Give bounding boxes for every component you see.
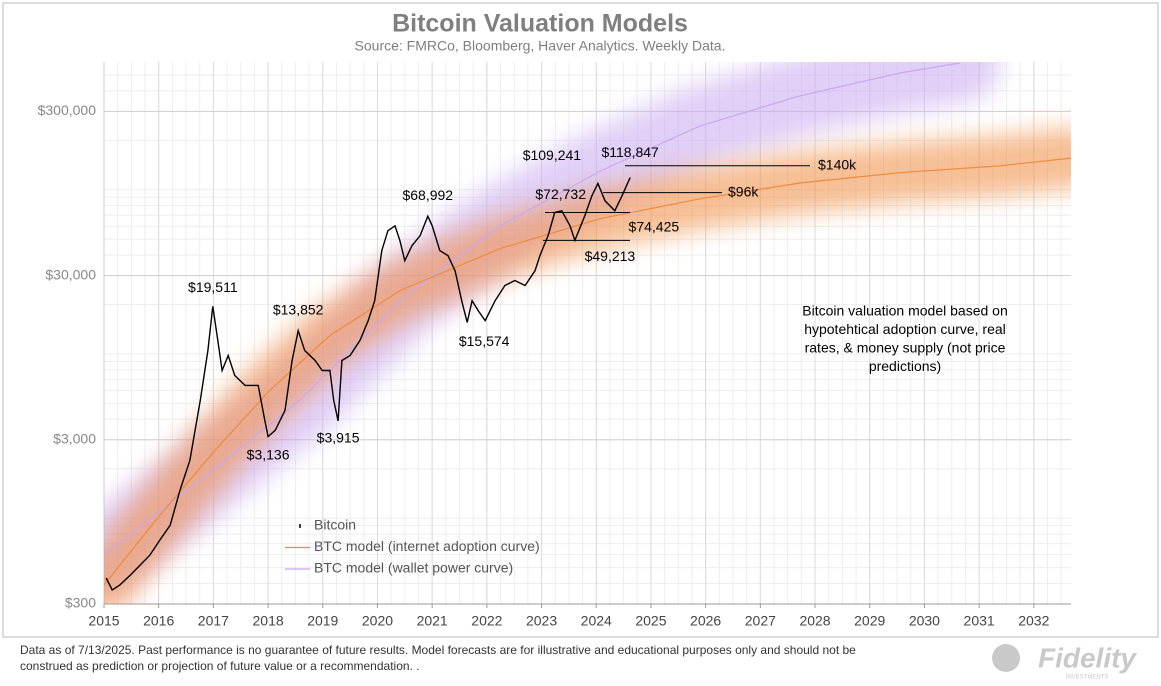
x-tick-label: 2027 bbox=[745, 613, 776, 629]
x-tick-label: 2021 bbox=[417, 613, 448, 629]
value-label: $68,992 bbox=[402, 187, 453, 203]
x-tick-label: 2015 bbox=[88, 613, 119, 629]
logo-mark bbox=[992, 644, 1020, 672]
x-tick-label: 2032 bbox=[1018, 613, 1049, 629]
value-label: $15,574 bbox=[459, 333, 510, 349]
model-line bbox=[104, 62, 961, 556]
x-tick-label: 2016 bbox=[143, 613, 174, 629]
x-tick-label: 2023 bbox=[526, 613, 557, 629]
x-tick-label: 2017 bbox=[198, 613, 229, 629]
value-label: $3,915 bbox=[317, 430, 360, 446]
model-line bbox=[104, 157, 1071, 586]
y-tick-label: $30,000 bbox=[45, 266, 96, 282]
value-label: $96k bbox=[728, 183, 759, 199]
x-tick-label: 2029 bbox=[854, 613, 885, 629]
legend-label: BTC model (internet adoption curve) bbox=[314, 538, 540, 554]
x-tick-label: 2020 bbox=[362, 613, 393, 629]
value-label: $118,847 bbox=[601, 144, 659, 160]
y-tick-label: $300 bbox=[65, 595, 96, 611]
x-tick-label: 2022 bbox=[471, 613, 502, 629]
legend-label: BTC model (wallet power curve) bbox=[314, 560, 513, 576]
value-label: $74,425 bbox=[629, 219, 680, 235]
logo: Fidelity INVESTMENTS bbox=[992, 642, 1137, 681]
chart-subtitle: Source: FMRCo, Bloomberg, Haver Analytic… bbox=[355, 38, 726, 54]
footer-line: Data as of 7/13/2025. Past performance i… bbox=[20, 643, 856, 657]
value-label: $19,511 bbox=[188, 279, 238, 295]
x-tick-label: 2031 bbox=[964, 613, 995, 629]
price-line bbox=[105, 177, 631, 592]
series-lines bbox=[104, 62, 1071, 592]
note-line: hypotehtical adoption curve, real bbox=[804, 321, 1006, 337]
x-tick-label: 2018 bbox=[253, 613, 284, 629]
note-line: predictions) bbox=[869, 358, 941, 374]
logo-name: Fidelity bbox=[1038, 642, 1137, 673]
value-label: $109,241 bbox=[523, 147, 582, 163]
note-line: Bitcoin valuation model based on bbox=[802, 303, 1007, 319]
legend-label: Bitcoin bbox=[314, 517, 356, 533]
logo-sub: INVESTMENTS bbox=[1066, 675, 1109, 681]
value-label: $13,852 bbox=[273, 301, 324, 317]
x-tick-label: 2024 bbox=[581, 613, 612, 629]
x-tick-label: 2026 bbox=[690, 613, 721, 629]
value-label: $3,136 bbox=[247, 446, 290, 462]
y-tick-label: $300,000 bbox=[38, 102, 97, 118]
value-label: $72,732 bbox=[535, 186, 586, 202]
y-tick-label: $3,000 bbox=[53, 431, 96, 447]
x-tick-label: 2025 bbox=[635, 613, 666, 629]
note-line: rates, & money supply (not price bbox=[805, 340, 1006, 356]
x-tick-label: 2030 bbox=[909, 613, 940, 629]
annotations: $19,511 $13,852 $3,136 $3,915 $68,992 $15,574… bbox=[188, 144, 1008, 462]
value-label: $140k bbox=[818, 156, 857, 172]
x-tick-label: 2019 bbox=[307, 613, 338, 629]
footer-line: construed as prediction or projection of… bbox=[20, 659, 420, 673]
value-label: $49,213 bbox=[585, 248, 636, 264]
x-tick-label: 2028 bbox=[799, 613, 830, 629]
chart-title: Bitcoin Valuation Models bbox=[392, 10, 688, 38]
